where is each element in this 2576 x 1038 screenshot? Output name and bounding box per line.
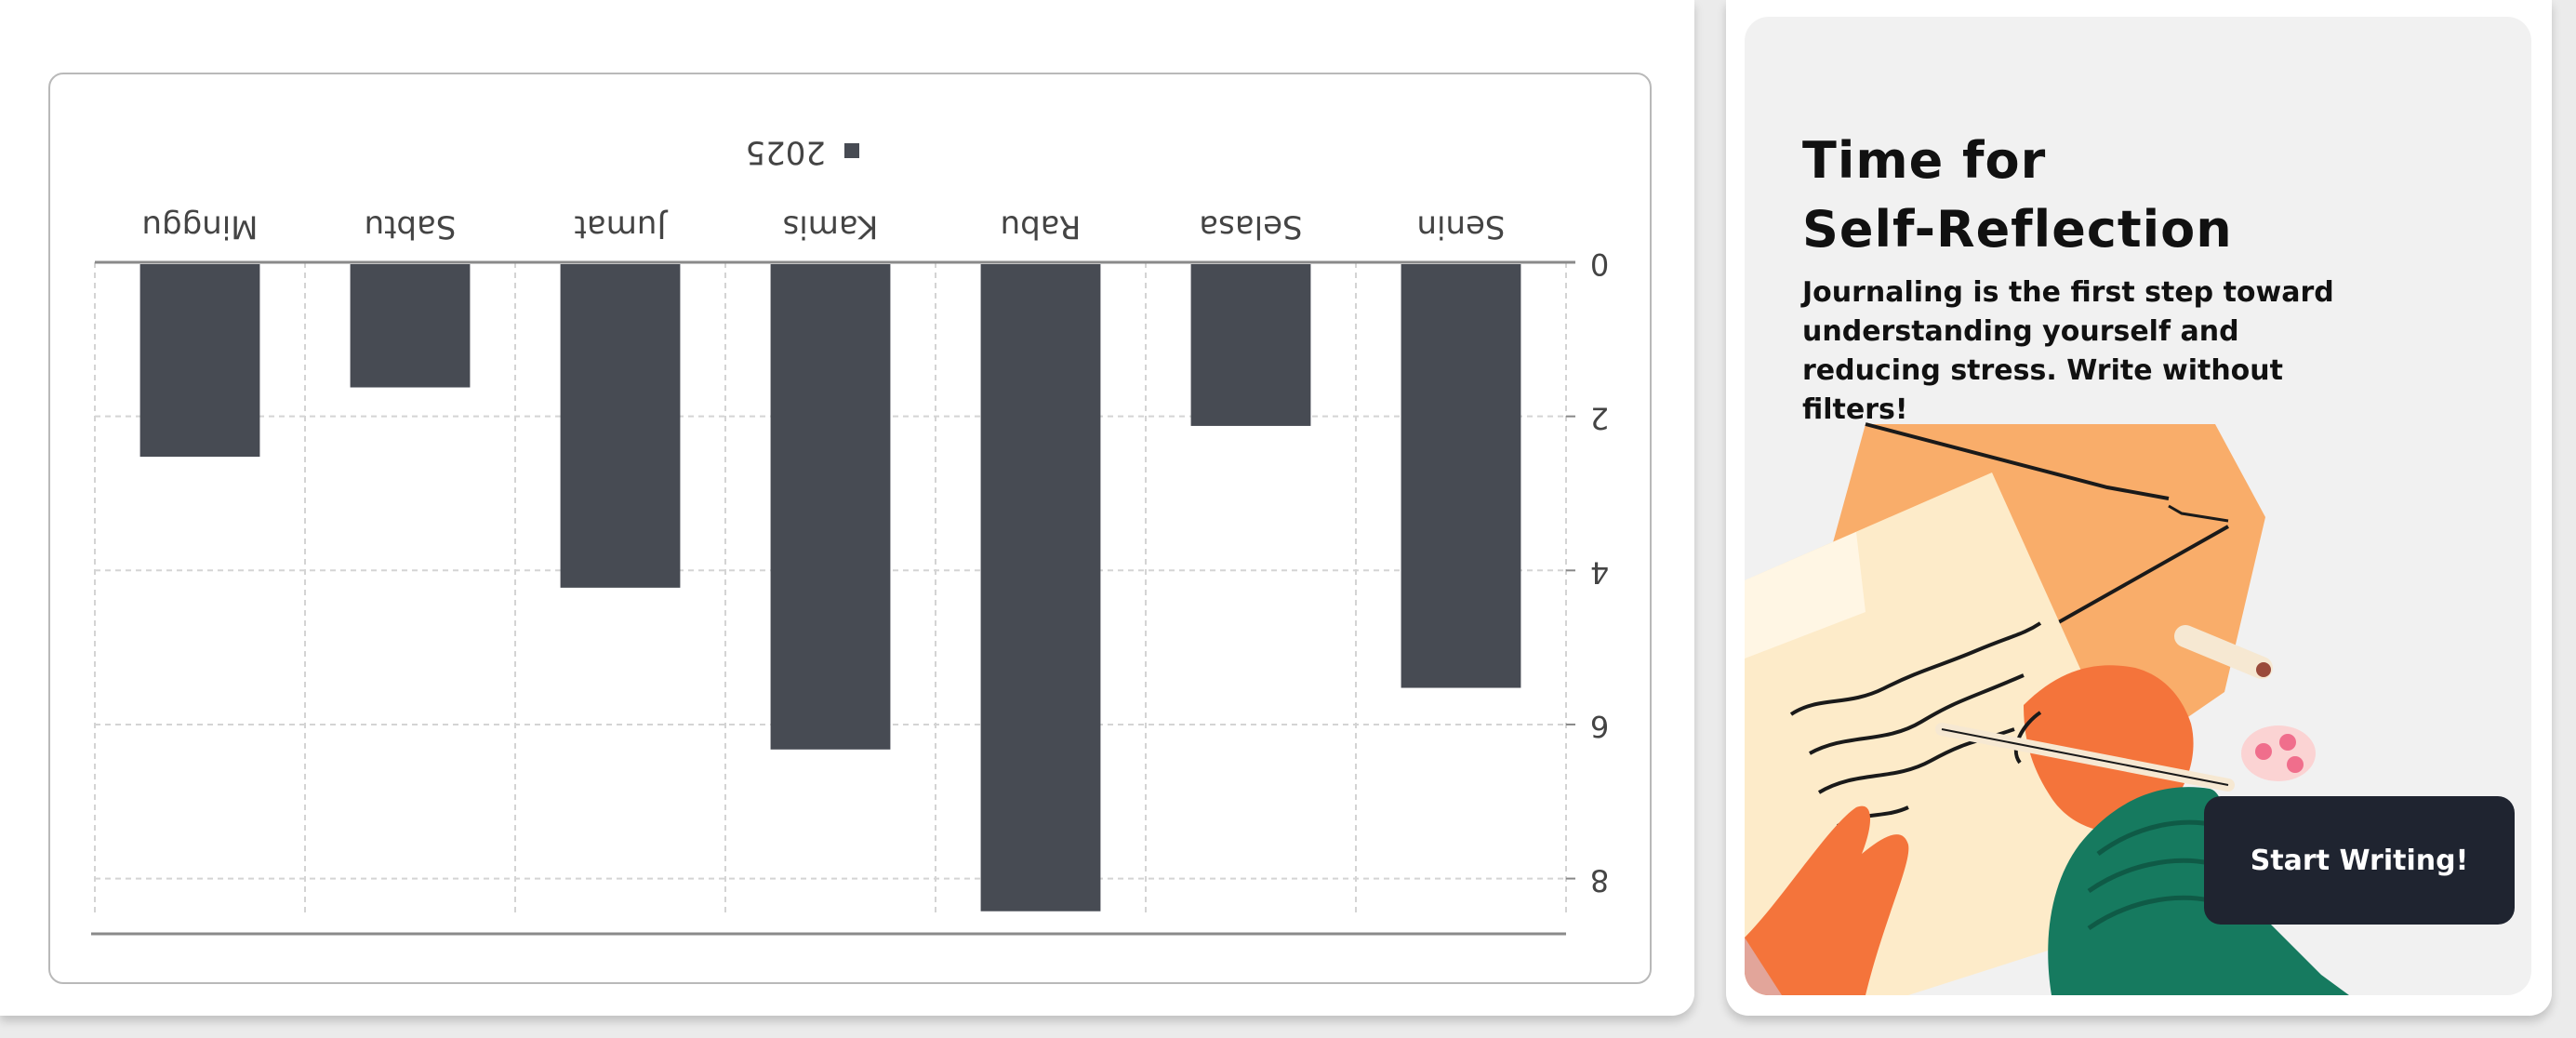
y-tick-label: 0: [1590, 246, 1609, 282]
promo-panel: Time for Self-Reflection Journaling is t…: [1745, 17, 2531, 995]
x-tick-label: Kamis: [783, 208, 879, 246]
bar-minggu: [139, 264, 260, 458]
x-tick-label: Rabu: [1001, 208, 1082, 246]
start-writing-button[interactable]: Start Writing!: [2204, 796, 2515, 925]
bar-senin: [1401, 264, 1521, 688]
paw-pad-3: [2287, 756, 2304, 773]
writing-hand: [2024, 665, 2194, 832]
envelope-detail-line: [2168, 504, 2229, 523]
promo-description: Journaling is the first step toward unde…: [1802, 276, 2334, 426]
legend-swatch: [844, 143, 859, 158]
y-tick-label: 4: [1590, 554, 1609, 590]
x-tick-label: Senin: [1416, 208, 1505, 246]
x-tick-label: Selasa: [1199, 208, 1302, 246]
promo-title-line-1: Time for: [1802, 131, 2047, 190]
scribble-line-1: [1789, 621, 2042, 716]
paw: [2241, 725, 2316, 781]
bar-selasa: [1190, 264, 1311, 426]
promo-title-line-2: Self-Reflection: [1802, 200, 2233, 259]
bar-jumat: [560, 264, 681, 588]
journaling-illustration: [1745, 422, 2349, 995]
bar-rabu: [980, 264, 1101, 912]
bar-chart: 0 2 4 6 8 Senin Selasa Rabu Kamis Jumat Sabtu Mingg…: [91, 134, 1609, 936]
scribble-line-2: [1809, 673, 2025, 755]
weekly-chart-card: 0 2 4 6 8 Senin Selasa Rabu Kamis Jumat Sabtu Mingg…: [0, 0, 1694, 1016]
left-hand: [1745, 805, 1909, 995]
legend-label: 2025: [745, 134, 826, 171]
chart-frame: 0 2 4 6 8 Senin Selasa Rabu Kamis Jumat Sabtu Mingg…: [48, 73, 1652, 984]
x-tick-label: Sabtu: [365, 208, 457, 246]
y-tick-label: 2: [1590, 401, 1609, 436]
cigarette: [2174, 625, 2273, 679]
paper-highlight: [1745, 532, 1866, 659]
paw-pad-2: [2279, 734, 2296, 751]
x-tick-label: Jumat: [575, 208, 669, 246]
journal-promo-card: Time for Self-Reflection Journaling is t…: [1726, 0, 2552, 1016]
shadow-shape: [1745, 938, 1782, 995]
cigarette-tip: [2256, 662, 2271, 677]
x-tick-label: Minggu: [141, 208, 258, 246]
y-tick-label: 8: [1590, 863, 1609, 898]
promo-title: Time for Self-Reflection: [1802, 126, 2233, 264]
hand-outline: [2013, 711, 2042, 765]
pen-outline: [1941, 728, 2229, 786]
bar-sabtu: [350, 264, 471, 388]
y-tick-label: 6: [1590, 709, 1609, 744]
paw-pad-1: [2255, 743, 2272, 760]
envelope-flap-line: [1865, 422, 2170, 500]
bar-kamis: [770, 264, 891, 750]
